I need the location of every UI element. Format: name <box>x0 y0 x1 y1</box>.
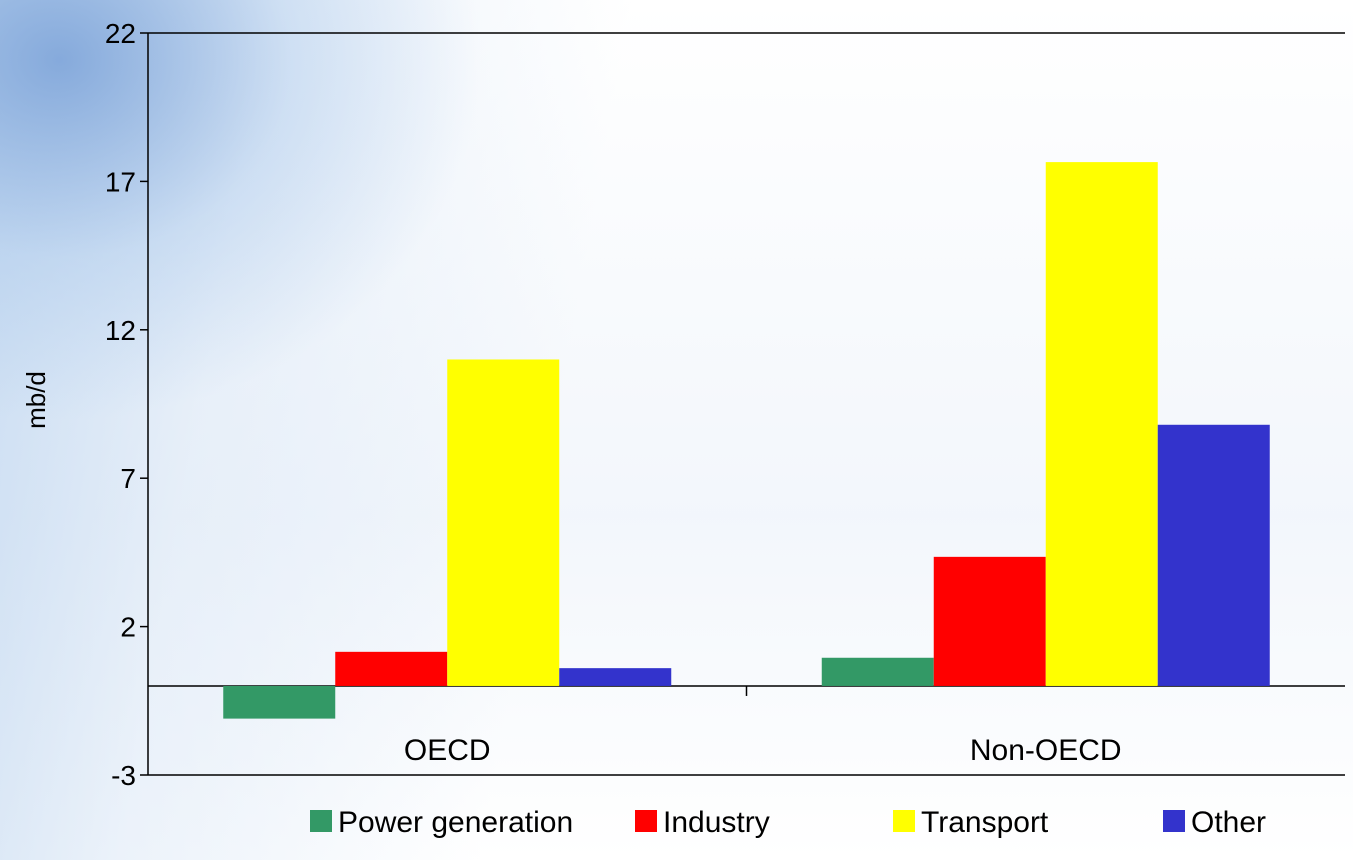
x-category-label: Non-OECD <box>970 734 1122 767</box>
legend-label: Industry <box>663 806 770 839</box>
bar-transport-oecd <box>447 359 560 686</box>
y-tick-label: 17 <box>105 166 136 197</box>
bar-other-non-oecd <box>1157 424 1270 686</box>
y-tick-label: 22 <box>105 18 136 49</box>
bar-power-generation-non-oecd <box>821 657 934 686</box>
y-tick-label: 2 <box>120 612 136 643</box>
legend-label: Power generation <box>338 806 573 839</box>
y-tick-label: -3 <box>111 760 136 791</box>
legend-swatch <box>310 810 332 832</box>
legend-swatch <box>893 810 915 832</box>
bar-industry-non-oecd <box>933 556 1046 686</box>
chart-bars <box>223 162 1270 719</box>
bar-industry-oecd <box>335 651 448 686</box>
y-axis-title: mb/d <box>21 371 51 429</box>
x-category-label: OECD <box>404 734 491 767</box>
bar-other-oecd <box>559 668 672 686</box>
legend-swatch <box>635 810 657 832</box>
y-tick-label: 7 <box>120 463 136 494</box>
y-tick-label: 12 <box>105 315 136 346</box>
legend-swatch <box>1163 810 1185 832</box>
legend-label: Transport <box>921 806 1049 839</box>
legend-label: Other <box>1191 806 1266 839</box>
bar-power-generation-oecd <box>223 685 336 719</box>
legend: Power generation Industry Transport Other <box>310 806 1266 839</box>
x-axis-category-labels: OECD Non-OECD <box>404 734 1122 767</box>
bar-transport-non-oecd <box>1045 162 1158 686</box>
y-axis-tick-labels: 22 17 12 7 2 -3 <box>105 18 136 791</box>
